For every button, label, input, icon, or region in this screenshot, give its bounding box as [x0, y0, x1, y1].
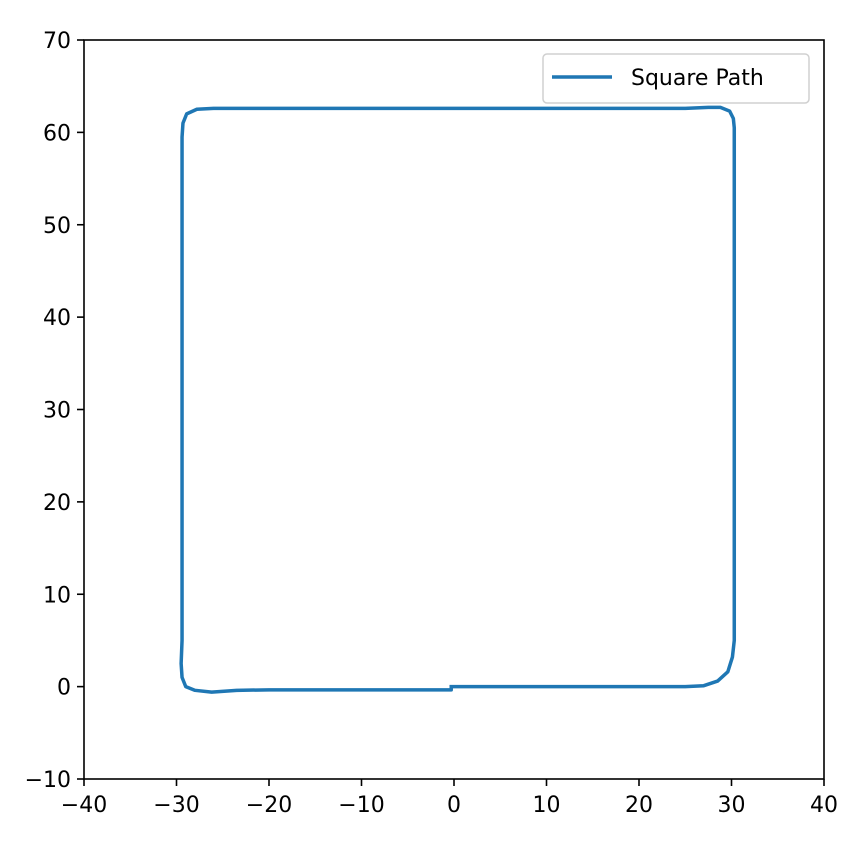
y-tick-label: 30	[43, 399, 71, 424]
y-axis-ticks: −10 0 10 20 30 40 50 60 70	[25, 29, 84, 793]
legend-box	[542, 53, 810, 104]
y-tick-label: 40	[43, 306, 71, 331]
y-tick-label: 70	[43, 29, 71, 54]
y-tick-label: −10	[25, 768, 71, 793]
series-layer	[179, 105, 737, 694]
legend-label-square-path: Square Path	[631, 66, 764, 91]
series-line-square-path	[179, 105, 737, 694]
y-tick-label: 0	[57, 676, 71, 701]
x-tick-label: 0	[447, 793, 461, 818]
x-tick-label: 30	[718, 793, 746, 818]
legend: Square Path	[542, 53, 810, 104]
x-tick-label: 40	[810, 793, 838, 818]
y-tick-label: 60	[43, 121, 71, 146]
x-tick-label: −10	[338, 793, 384, 818]
x-tick-label: −20	[246, 793, 292, 818]
x-axis-ticks: −40 −30 −20 −10 0 10 20 30 40	[61, 779, 838, 818]
x-tick-label: −40	[61, 793, 107, 818]
x-tick-label: 20	[625, 793, 653, 818]
y-tick-label: 50	[43, 214, 71, 239]
x-tick-label: −30	[153, 793, 199, 818]
y-tick-label: 10	[43, 583, 71, 608]
x-tick-label: 10	[533, 793, 561, 818]
y-tick-label: 20	[43, 491, 71, 516]
